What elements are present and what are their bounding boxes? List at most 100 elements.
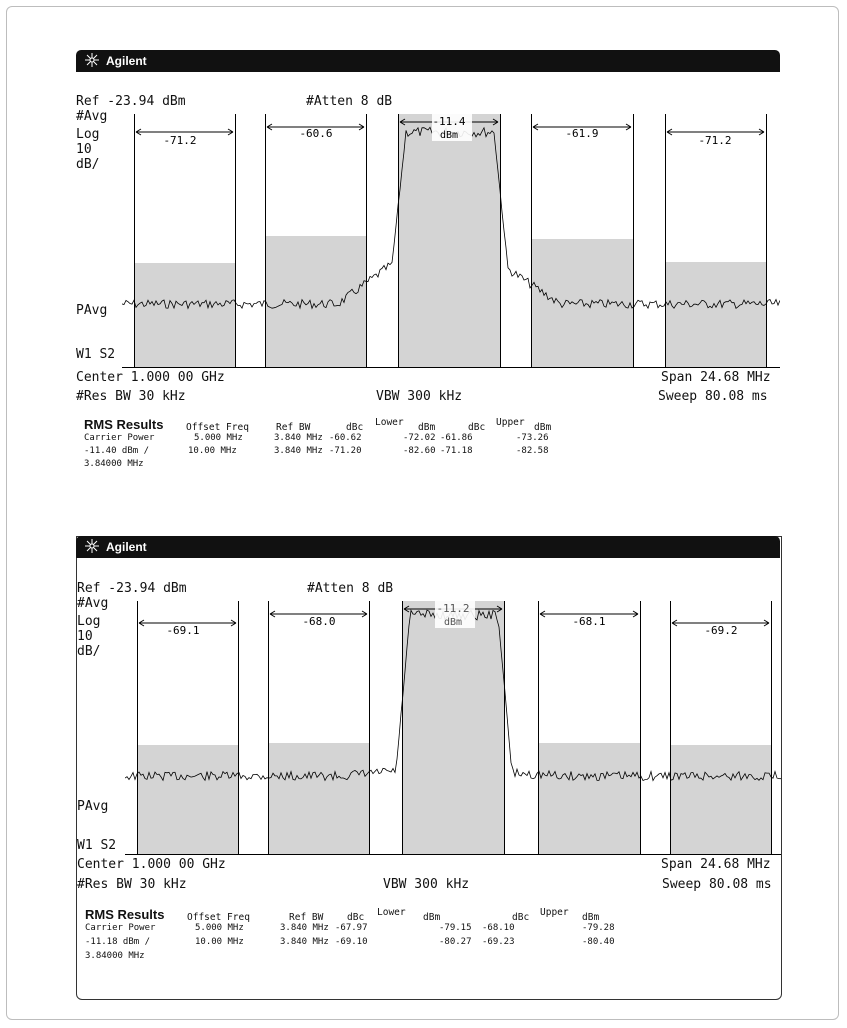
row2-offset: 10.00 MHz: [188, 446, 237, 456]
channel-bar-upper-2: [665, 262, 766, 368]
row2-dbc-upper: -69.23: [482, 937, 515, 947]
col-lower: Lower: [377, 907, 406, 918]
carrier-power-value: -11.40 dBm /: [84, 446, 150, 456]
row1-refbw: 3.840 MHz: [274, 433, 323, 443]
title-bar: Agilent: [76, 536, 780, 558]
carrier-bandwidth: 3.84000 MHz: [84, 459, 144, 469]
row2-refbw: 3.840 MHz: [280, 937, 329, 947]
channel-bracket: [532, 123, 632, 131]
col-offset-freq: Offset Freq: [187, 912, 250, 923]
row1-dbm-upper: -73.26: [516, 433, 549, 443]
brand-name: Agilent: [106, 54, 147, 68]
video-bandwidth: VBW 300 kHz: [376, 389, 463, 404]
carrier-bar: [398, 114, 500, 368]
spectrum-plot: -71.2 -60.6 -11.4 dBm -61.9 -71.2: [122, 114, 780, 368]
row1-dbm-lower: -72.02: [403, 433, 436, 443]
brand-name: Agilent: [106, 540, 147, 554]
col-dbc-lower: dBc: [346, 422, 364, 433]
channel-brackets: [138, 605, 770, 627]
scale-unit-label: dB/: [76, 157, 100, 172]
carrier-bandwidth: 3.84000 MHz: [85, 951, 145, 961]
carrier-unit: dBm: [444, 617, 462, 628]
video-bandwidth: VBW 300 kHz: [383, 877, 470, 892]
log-label: Log: [77, 614, 101, 629]
center-frequency: Center 1.000 00 GHz: [76, 370, 225, 385]
agilent-spark-logo-icon: [85, 539, 99, 556]
sweep-time: Sweep 80.08 ms: [658, 389, 768, 404]
channel-value-lower-2: -69.1: [166, 624, 199, 637]
row1-offset: 5.000 MHz: [194, 433, 243, 443]
col-dbm-upper: dBm: [534, 422, 552, 433]
carrier-power-value: -11.18 dBm /: [85, 937, 151, 947]
col-upper: Upper: [540, 907, 569, 918]
col-upper: Upper: [496, 417, 525, 428]
channel-value-upper-2: -69.2: [704, 624, 737, 637]
col-lower: Lower: [375, 417, 404, 428]
row1-refbw: 3.840 MHz: [280, 923, 329, 933]
scale-unit-label: dB/: [77, 644, 101, 659]
rms-results-title: RMS Results: [85, 907, 165, 922]
center-frequency: Center 1.000 00 GHz: [77, 857, 226, 872]
analyzer-panel-2: Agilent Ref -23.94 dBm #Atten 8 dB #Avg …: [76, 536, 782, 1000]
channel-bar-lower-1: [265, 236, 366, 368]
ref-level: Ref -23.94 dBm: [77, 581, 187, 596]
row2-offset: 10.00 MHz: [195, 937, 244, 947]
agilent-spark-logo-icon: [85, 53, 99, 70]
carrier-value: -11.4: [432, 115, 465, 128]
col-ref-bw: Ref BW: [276, 422, 311, 433]
sweep-time: Sweep 80.08 ms: [662, 877, 772, 892]
channel-bar-lower-2: [137, 745, 238, 855]
trace-mode-label: W1 S2: [77, 838, 117, 853]
channel-value-lower-1: -60.6: [299, 127, 332, 140]
carrier-power-label: Carrier Power: [85, 923, 156, 933]
channel-bar-upper-1: [538, 743, 640, 855]
channel-value-upper-1: -68.1: [572, 615, 605, 628]
row1-dbc-lower: -60.62: [329, 433, 362, 443]
rms-results-title: RMS Results: [84, 417, 164, 432]
channel-value-upper-2: -71.2: [698, 134, 731, 147]
row1-dbm-lower: -79.15: [439, 923, 472, 933]
channel-value-lower-2: -71.2: [163, 134, 196, 147]
col-dbm-lower: dBm: [418, 422, 436, 433]
avg-label: #Avg: [77, 596, 109, 611]
carrier-power-label: Carrier Power: [84, 433, 155, 443]
attenuation: #Atten 8 dB: [306, 94, 393, 109]
channel-bracket: [135, 128, 234, 136]
span: Span 24.68 MHz: [661, 370, 771, 385]
channel-bar-upper-1: [531, 239, 633, 368]
row2-dbc-upper: -71.18: [440, 446, 473, 456]
page-frame: [6, 6, 839, 1020]
attenuation: #Atten 8 dB: [307, 581, 394, 596]
channel-bar-lower-1: [268, 743, 369, 855]
col-dbc-upper: dBc: [512, 912, 530, 923]
row2-dbm-upper: -80.40: [582, 937, 615, 947]
channel-bar-upper-2: [670, 745, 771, 855]
channel-bracket: [671, 619, 770, 627]
row2-dbc-lower: -71.20: [329, 446, 362, 456]
log-label: Log: [76, 127, 100, 142]
col-offset-freq: Offset Freq: [186, 422, 249, 433]
carrier-bar: [402, 601, 504, 855]
analyzer-panel-1: Agilent Ref -23.94 dBm #Atten 8 dB #Avg …: [76, 50, 780, 490]
row2-dbm-lower: -80.27: [439, 937, 472, 947]
row2-dbm-lower: -82.60: [403, 446, 436, 456]
col-dbm-lower: dBm: [423, 912, 441, 923]
row1-dbc-upper: -68.10: [482, 923, 515, 933]
channel-bracket: [269, 610, 368, 618]
trace-mode-label: W1 S2: [76, 347, 116, 362]
scale-label: 10: [77, 629, 93, 644]
row1-dbc-lower: -67.97: [335, 923, 368, 933]
span: Span 24.68 MHz: [661, 857, 771, 872]
channel-value-upper-1: -61.9: [565, 127, 598, 140]
pavg-label: PAvg: [76, 303, 108, 318]
spectrum-plot: -69.1 -68.0 -11.2 dBm -68.1 -69.2: [125, 601, 781, 855]
resolution-bandwidth: #Res BW 30 kHz: [77, 877, 187, 892]
resolution-bandwidth: #Res BW 30 kHz: [76, 389, 186, 404]
channel-bar-lower-2: [134, 263, 235, 368]
title-bar: Agilent: [76, 50, 780, 72]
pavg-label: PAvg: [77, 799, 109, 814]
row1-dbm-upper: -79.28: [582, 923, 615, 933]
col-dbc-lower: dBc: [347, 912, 365, 923]
channel-bracket: [666, 128, 765, 136]
channel-bracket: [539, 610, 639, 618]
